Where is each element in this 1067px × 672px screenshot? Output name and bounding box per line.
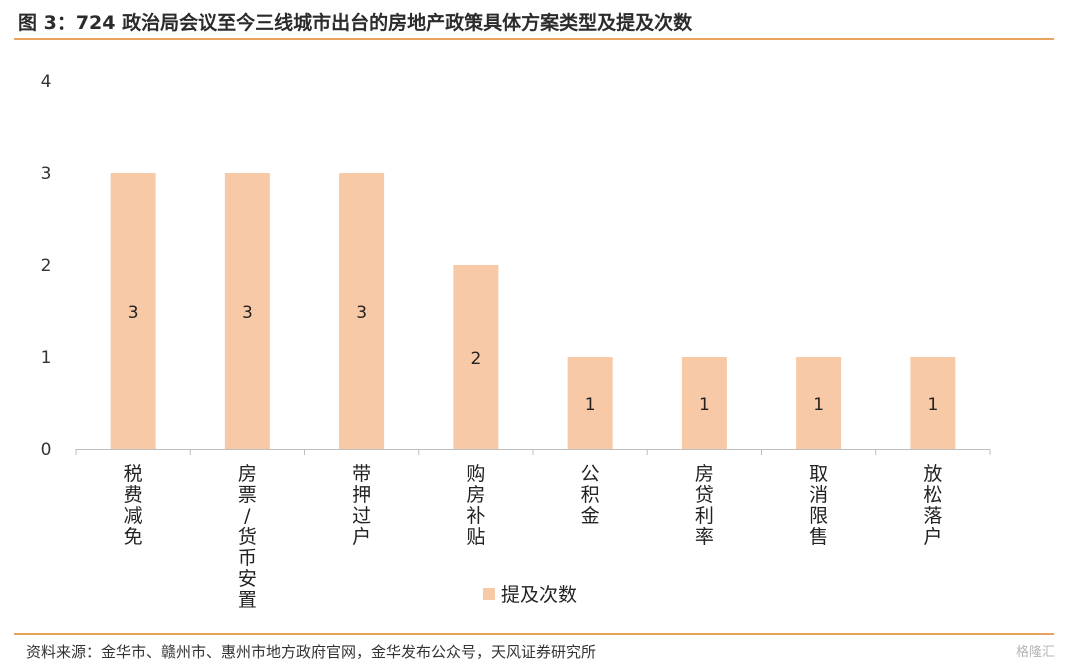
bar [110, 173, 156, 449]
x-tick-label: 房票/货币安置 [238, 463, 257, 611]
footer-divider [14, 633, 1054, 635]
data-label: 1 [813, 395, 824, 415]
x-tick-label: 放松落户 [923, 463, 942, 548]
legend: 提及次数 [483, 584, 577, 606]
chart-title: 图 3：724 政治局会议至今三线城市出台的房地产政策具体方案类型及提及次数 [18, 12, 693, 34]
bar [796, 357, 842, 449]
bar [453, 265, 499, 449]
legend-label: 提及次数 [501, 584, 577, 606]
data-label: 1 [699, 395, 710, 415]
data-label: 1 [585, 395, 596, 415]
data-label: 2 [470, 349, 481, 369]
legend-swatch [483, 588, 495, 600]
watermark: 格隆汇 [1015, 645, 1055, 660]
y-tick-label: 0 [41, 440, 52, 460]
y-tick-label: 1 [41, 348, 52, 368]
data-label: 3 [128, 303, 139, 323]
bar [567, 357, 613, 449]
bar-series: 3 3 3 2 1 1 1 1 [110, 173, 956, 449]
bar [339, 173, 385, 449]
y-tick-label: 3 [41, 164, 52, 184]
bar [681, 357, 727, 449]
x-tick-label: 房贷利率 [695, 463, 714, 548]
x-axis: 税费减免 房票/货币安置 带押过户 购房补贴 公积金 房贷利率 取消限售 放松落户 [75, 449, 991, 611]
x-tick-label: 税费减免 [124, 463, 143, 548]
y-axis-ticks: 0 1 2 3 4 [41, 72, 52, 460]
x-tick-label: 取消限售 [809, 463, 828, 548]
data-label: 1 [927, 395, 938, 415]
source-note: 资料来源：金华市、赣州市、惠州市地方政府官网，金华发布公众号，天风证券研究所 [26, 643, 597, 661]
y-tick-label: 2 [41, 256, 52, 276]
bar [224, 173, 270, 449]
data-label: 3 [356, 303, 367, 323]
bar [910, 357, 956, 449]
y-tick-label: 4 [41, 72, 52, 92]
x-tick-label: 带押过户 [352, 463, 371, 548]
title-divider [14, 38, 1054, 40]
data-label: 3 [242, 303, 253, 323]
x-tick-label: 购房补贴 [466, 463, 485, 548]
x-tick-label: 公积金 [581, 463, 600, 527]
